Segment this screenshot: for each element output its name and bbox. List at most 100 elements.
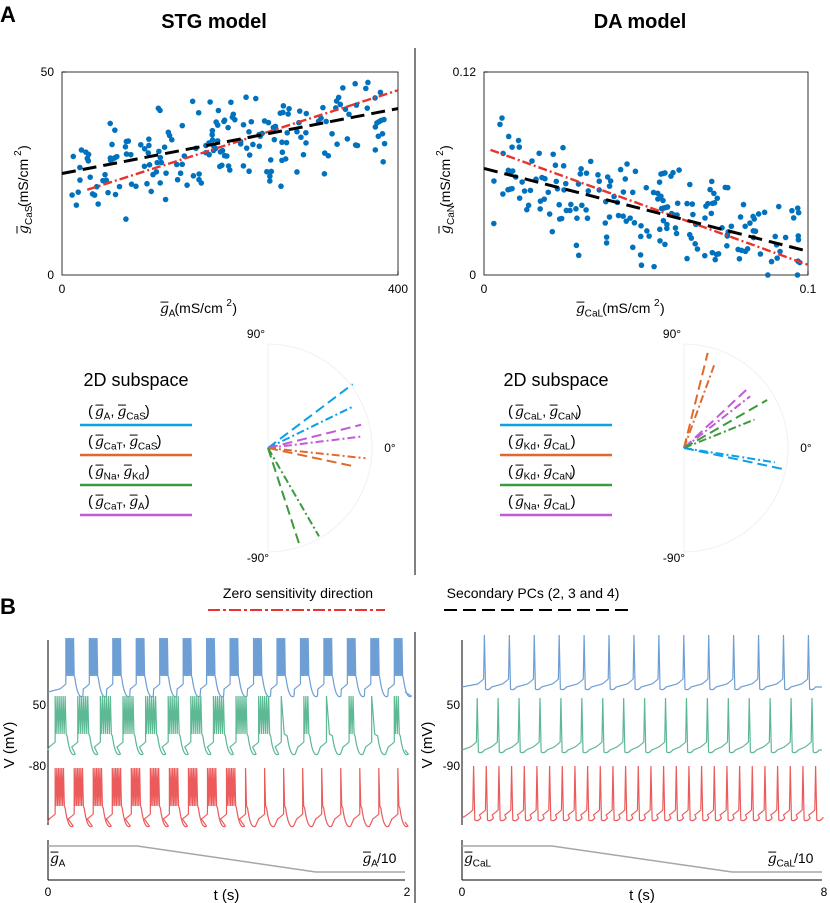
comma: , (122, 433, 126, 449)
scatter-point (637, 252, 644, 258)
scatter-point (179, 161, 186, 168)
scatter-point (284, 129, 291, 136)
svg-text:g: g (438, 225, 454, 234)
scatter-point (114, 153, 120, 160)
scatter-point (491, 220, 497, 227)
scatter-point (237, 141, 244, 147)
da-xlabel-sup: 2 (654, 298, 660, 309)
scatter-point (662, 241, 668, 248)
stg-v-top: 50 (33, 698, 47, 712)
da-xlabel-symbol: g CaL (576, 301, 604, 320)
scatter-point (296, 108, 303, 114)
svg-text:Kd: Kd (524, 472, 536, 483)
scatter-point (157, 154, 164, 161)
svg-text:Kd: Kd (132, 472, 144, 483)
scatter-point (509, 185, 515, 192)
svg-text:CaL: CaL (776, 859, 795, 870)
subspace-g-a: g Na (95, 464, 117, 483)
scatter-point (768, 258, 775, 265)
da-v-bottom: -90 (443, 759, 461, 773)
scatter-point (620, 189, 627, 195)
scatter-point (568, 201, 574, 208)
stg-v-bottom: -80 (29, 759, 47, 773)
scatter-point (606, 214, 613, 220)
stg-polar-line-purple (267, 423, 362, 449)
svg-text:CaL: CaL (585, 309, 604, 320)
scatter-point (303, 140, 309, 146)
scatter-point (687, 181, 693, 188)
stg-polar-line-green (267, 447, 320, 537)
scatter-point (795, 209, 802, 216)
subspace-g-a: g CaL (515, 404, 543, 423)
subspace-g-a: g Na (515, 494, 537, 513)
scatter-point (265, 119, 272, 126)
scatter-point (637, 233, 644, 240)
scatter-point (246, 152, 253, 158)
svg-text:g: g (160, 301, 169, 317)
scatter-point (224, 153, 230, 159)
scatter-point (105, 189, 111, 196)
da-subspace-title: 2D subspace (503, 370, 608, 390)
scatter-point (550, 151, 557, 158)
scatter-point (161, 144, 168, 150)
scatter-point (158, 159, 165, 166)
scatter-point (577, 171, 584, 177)
paren-close: ) (156, 433, 161, 450)
scatter-point (737, 214, 744, 220)
stg-xtick-right: 400 (388, 282, 408, 296)
scatter-point (587, 158, 594, 165)
scatter-point (123, 151, 130, 157)
scatter-point (708, 210, 715, 217)
scatter-point (352, 142, 359, 148)
scatter-point (552, 162, 559, 169)
da-xlabel-close: ) (660, 300, 665, 316)
scatter-point (646, 233, 652, 239)
scatter-point (69, 192, 75, 198)
scatter-point (684, 255, 690, 262)
scatter-point (353, 102, 360, 108)
scatter-point (711, 200, 718, 206)
scatter-point (750, 228, 757, 234)
scatter-point (73, 202, 80, 208)
scatter-point (509, 168, 516, 174)
svg-text:V (mV): V (mV) (419, 722, 436, 769)
scatter-point (321, 150, 328, 156)
scatter-point (744, 246, 751, 252)
scatter-point (209, 131, 215, 138)
da-polar-line-purple (683, 387, 750, 449)
scatter-point (215, 107, 222, 114)
scatter-point (196, 171, 202, 177)
stg-polar-arc (267, 343, 373, 553)
scatter-point (243, 94, 249, 101)
subspace-g-b: g CaN (543, 464, 572, 483)
scatter-point (562, 180, 569, 187)
scatter-point (144, 180, 150, 187)
scatter-point (497, 121, 503, 128)
subspace-g-b: g CaS (129, 434, 158, 453)
da-xlabel-unit: (mS/cm (602, 300, 650, 316)
subspace-g-a: g Kd (515, 464, 536, 483)
comma: , (536, 433, 540, 449)
scatter-point (558, 215, 565, 222)
scatter-point (761, 209, 768, 216)
scatter-point (283, 139, 290, 146)
scatter-point (583, 207, 589, 213)
stg-points (69, 79, 388, 222)
scatter-point (246, 129, 252, 135)
svg-text:g: g (95, 494, 104, 510)
scatter-point (794, 272, 801, 278)
scatter-point (578, 166, 584, 172)
scatter-point (629, 244, 636, 251)
scatter-point (300, 151, 307, 158)
svg-text:CaN: CaN (558, 412, 578, 423)
scatter-point (141, 145, 148, 152)
scatter-point (377, 89, 384, 96)
scatter-point (615, 212, 622, 219)
scatter-point (563, 207, 570, 214)
scatter-point (537, 198, 544, 204)
svg-text:g: g (576, 301, 585, 317)
da-ramp-start: g CaL (464, 851, 492, 870)
